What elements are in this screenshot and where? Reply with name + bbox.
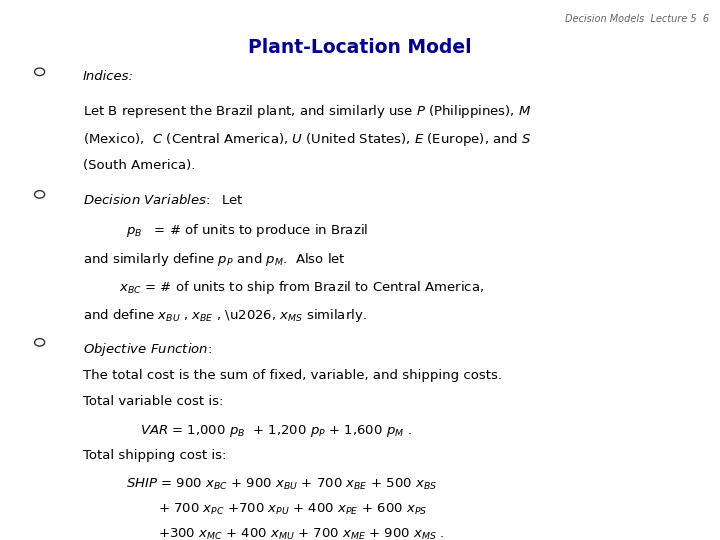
Text: and define $x_{BU}$ , $x_{BE}$ , \u2026, $x_{MS}$ similarly.: and define $x_{BU}$ , $x_{BE}$ , \u2026,… bbox=[83, 307, 366, 323]
Text: $SHIP$ = 900 $x_{BC}$ + 900 $x_{BU}$ + 700 $x_{BE}$ + 500 $x_{BS}$: $SHIP$ = 900 $x_{BC}$ + 900 $x_{BU}$ + 7… bbox=[126, 477, 437, 492]
Text: Total shipping cost is:: Total shipping cost is: bbox=[83, 449, 226, 462]
Text: Let B represent the Brazil plant, and similarly use $P$ (Philippines), $M$: Let B represent the Brazil plant, and si… bbox=[83, 103, 531, 119]
Text: + 700 $x_{PC}$ +700 $x_{PU}$ + 400 $x_{PE}$ + 600 $x_{PS}$: + 700 $x_{PC}$ +700 $x_{PU}$ + 400 $x_{P… bbox=[158, 502, 428, 517]
Text: The total cost is the sum of fixed, variable, and shipping costs.: The total cost is the sum of fixed, vari… bbox=[83, 369, 502, 382]
Text: Decision Models  Lecture 5  6: Decision Models Lecture 5 6 bbox=[565, 14, 709, 24]
Text: Indices:: Indices: bbox=[83, 70, 134, 83]
Text: $\mathit{Decision\ Variables\!:}$  Let: $\mathit{Decision\ Variables\!:}$ Let bbox=[83, 193, 243, 207]
Text: $\mathit{Objective\ Function\!:}$: $\mathit{Objective\ Function\!:}$ bbox=[83, 341, 212, 357]
Text: $p_B$   = # of units to produce in Brazil: $p_B$ = # of units to produce in Brazil bbox=[126, 222, 368, 239]
Text: (South America).: (South America). bbox=[83, 159, 195, 172]
Text: and similarly define $p_P$ and $p_M$.  Also let: and similarly define $p_P$ and $p_M$. Al… bbox=[83, 251, 346, 267]
Text: $x_{BC}$ = # of units to ship from Brazil to Central America,: $x_{BC}$ = # of units to ship from Brazi… bbox=[119, 279, 484, 295]
Text: Plant-Location Model: Plant-Location Model bbox=[248, 38, 472, 57]
Text: +300 $x_{MC}$ + 400 $x_{MU}$ + 700 $x_{ME}$ + 900 $x_{MS}$ .: +300 $x_{MC}$ + 400 $x_{MU}$ + 700 $x_{M… bbox=[158, 526, 445, 540]
Text: Total variable cost is:: Total variable cost is: bbox=[83, 395, 223, 408]
Text: $VAR$ = 1,000 $p_B$  + 1,200 $p_P$ + 1,600 $p_M$ .: $VAR$ = 1,000 $p_B$ + 1,200 $p_P$ + 1,60… bbox=[140, 423, 412, 439]
Text: (Mexico),  $C$ (Central America), $U$ (United States), $E$ (Europe), and $S$: (Mexico), $C$ (Central America), $U$ (Un… bbox=[83, 131, 531, 147]
